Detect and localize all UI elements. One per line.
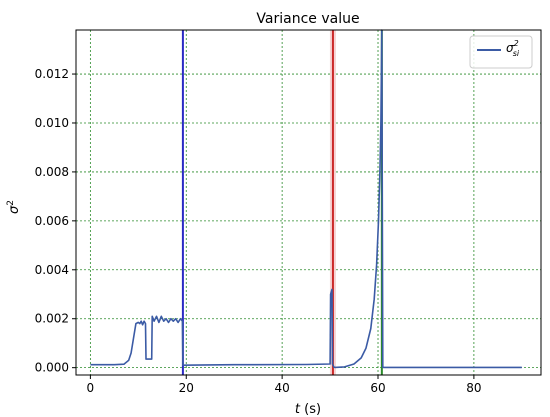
legend-box xyxy=(469,35,533,69)
x-tick-label: 0 xyxy=(87,381,95,395)
legend-label-sub: si xyxy=(513,49,520,58)
legend-label-sup: 2 xyxy=(514,39,519,48)
x-axis-var: t xyxy=(295,402,301,417)
y-axis-var: σ xyxy=(7,205,22,214)
legend: σ2 si xyxy=(469,35,533,69)
x-axis-label: t (s) xyxy=(295,402,321,417)
x-tick-label: 60 xyxy=(370,381,385,395)
legend-label: σ2 si xyxy=(506,39,520,58)
x-axis-unit: (s) xyxy=(300,402,321,417)
y-axis-exp: 2 xyxy=(6,200,16,206)
y-axis-label: σ2 xyxy=(6,200,22,214)
y-tick-label: 0.000 xyxy=(35,361,69,375)
plot-frame xyxy=(75,29,542,376)
chart-title: Variance value xyxy=(256,11,359,27)
y-tick-label: 0.002 xyxy=(35,312,69,326)
y-tick-label: 0.010 xyxy=(35,116,69,130)
x-tick-label: 80 xyxy=(466,381,481,395)
legend-label-base: σ xyxy=(506,41,514,55)
x-tick-label: 40 xyxy=(274,381,289,395)
y-tick-label: 0.008 xyxy=(35,165,69,179)
y-axis-ticks: 0.000 0.002 0.004 0.006 0.008 0.010 0.012 xyxy=(35,67,76,375)
series-lines xyxy=(90,29,522,369)
y-tick-label: 0.004 xyxy=(35,263,69,277)
x-axis-ticks: 0 20 40 60 80 xyxy=(87,375,482,395)
y-tick-label: 0.006 xyxy=(35,214,69,228)
y-tick-label: 0.012 xyxy=(35,67,69,81)
series-line xyxy=(90,29,522,369)
x-tick-label: 20 xyxy=(179,381,194,395)
